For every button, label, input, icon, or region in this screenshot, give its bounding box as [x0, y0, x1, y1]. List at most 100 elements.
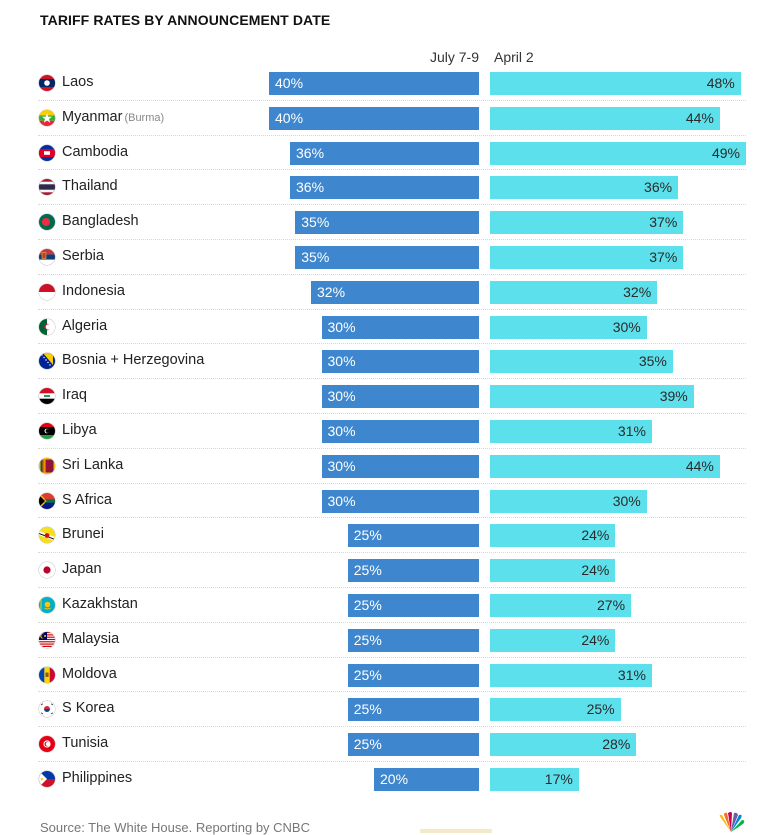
bar-april: 30% [490, 489, 647, 513]
bar-april: 27% [490, 593, 632, 617]
bar-april: 24% [490, 524, 616, 548]
table-row: Algeria 30% 30% [0, 310, 766, 345]
bar-july: 35% [295, 245, 479, 269]
sri-lanka-flag-icon [39, 457, 55, 474]
japan-flag-icon [39, 562, 55, 579]
bar-april-label: 24% [581, 527, 610, 544]
bar-july-label: 35% [301, 214, 330, 231]
country-label: Algeria [62, 318, 107, 334]
country-name: Moldova [62, 665, 117, 682]
table-row: Philippines 20% 17% [0, 762, 766, 797]
bar-july-label: 30% [327, 457, 356, 474]
thailand-flag-icon [39, 179, 55, 196]
country-label: Bosnia + Herzegovina [62, 352, 204, 368]
row-divider [38, 343, 746, 345]
bar-april: 17% [490, 767, 579, 791]
indonesia-flag-icon [39, 283, 55, 300]
bar-july: 30% [321, 419, 479, 443]
chart-rows: Laos 40% 48% Myanmar (Burma) 40% 44% Cambodia 36… [0, 66, 766, 797]
bar-april-label: 31% [617, 666, 646, 683]
table-row: Brunei 25% 24% [0, 518, 766, 554]
philippines-flag-icon [39, 770, 55, 787]
bar-april-label: 30% [612, 492, 641, 509]
country-name: Bangladesh [62, 213, 139, 230]
bar-july: 40% [269, 106, 479, 130]
bar-april-label: 32% [623, 283, 652, 300]
bar-april-label: 31% [617, 422, 646, 439]
bar-april: 36% [490, 176, 679, 200]
country-label: Malaysia [62, 631, 119, 647]
country-label: Serbia [62, 248, 104, 264]
bar-april-label: 30% [612, 318, 641, 335]
country-label: Indonesia [62, 283, 125, 299]
country-name: Tunisia [62, 735, 109, 752]
bar-july: 30% [321, 454, 479, 478]
table-row: Libya 30% 31% [0, 414, 766, 449]
bar-july: 30% [321, 489, 479, 513]
bottom-strip [0, 829, 766, 833]
country-label: S Africa [62, 492, 112, 508]
country-label: Libya [62, 422, 97, 438]
bar-july-label: 30% [327, 422, 356, 439]
row-divider [38, 99, 746, 101]
bar-july-label: 25% [353, 596, 382, 613]
table-row: Thailand 36% 36% [0, 170, 766, 206]
country-label: Philippines [62, 770, 132, 786]
bar-july: 35% [295, 211, 479, 235]
row-divider [38, 726, 746, 728]
table-row: Moldova 25% 31% [0, 658, 766, 693]
bar-april-label: 37% [649, 248, 678, 265]
country-sublabel: (Burma) [124, 111, 165, 124]
bar-july-label: 25% [353, 562, 382, 579]
bar-april-label: 35% [638, 353, 667, 370]
bar-july-label: 40% [275, 75, 304, 91]
country-name: Sri Lanka [62, 456, 124, 473]
bar-april: 31% [490, 419, 652, 443]
bar-april-label: 37% [649, 214, 678, 231]
bar-april: 44% [490, 454, 720, 478]
bar-april: 48% [490, 72, 741, 95]
serbia-flag-icon [39, 248, 55, 265]
series-header-april: April 2 [494, 49, 534, 65]
bar-july: 25% [347, 698, 479, 722]
row-divider [38, 204, 746, 206]
bar-july: 32% [311, 280, 479, 304]
country-name: Malaysia [62, 630, 120, 647]
bar-july-label: 25% [353, 527, 382, 544]
table-row: Bosnia + Herzegovina 30% 35% [0, 344, 766, 380]
bar-july: 30% [321, 385, 479, 409]
row-divider [38, 586, 746, 588]
bar-july-label: 30% [327, 353, 356, 370]
country-name: Indonesia [62, 282, 125, 299]
bar-april: 28% [490, 733, 637, 757]
table-row: Japan 25% 24% [0, 553, 766, 588]
country-label: Japan [62, 561, 102, 577]
country-name: Philippines [62, 769, 133, 786]
row-divider [38, 134, 746, 136]
bar-april: 30% [490, 315, 647, 339]
bar-april-label: 49% [711, 144, 740, 161]
table-row: S Africa 30% 30% [0, 484, 766, 519]
country-label: Tunisia [62, 735, 108, 751]
bar-july-label: 30% [327, 492, 356, 509]
country-label: Laos [62, 74, 93, 90]
bar-april: 31% [490, 663, 652, 687]
row-divider [38, 482, 746, 484]
libya-flag-icon [39, 422, 55, 439]
bar-july-label: 20% [380, 770, 409, 787]
bar-april-label: 48% [706, 75, 735, 91]
bar-april: 25% [490, 698, 621, 722]
row-divider [38, 447, 746, 449]
bar-april-label: 39% [659, 388, 688, 405]
bar-july-label: 30% [327, 318, 356, 335]
row-divider [38, 378, 746, 380]
nbc-peacock-icon [719, 812, 745, 832]
chart-title: TARIFF RATES BY ANNOUNCEMENT DATE [40, 12, 331, 28]
row-divider [38, 552, 746, 554]
south-africa-flag-icon [39, 492, 55, 509]
country-label: Kazakhstan [62, 596, 138, 612]
country-name: S Africa [62, 491, 112, 508]
iraq-flag-icon [39, 388, 55, 405]
brunei-flag-icon [39, 527, 55, 544]
country-name: S Korea [62, 700, 115, 717]
